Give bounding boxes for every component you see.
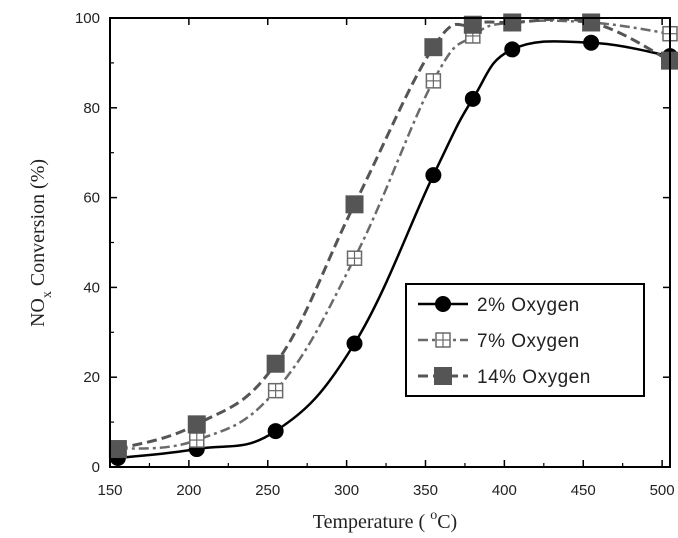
data-point-s2-0 bbox=[108, 440, 127, 459]
y-tick-label-20: 20 bbox=[83, 369, 100, 386]
x-tick-label-350: 350 bbox=[413, 482, 438, 499]
legend-label-14-oxygen: 14% Oxygen bbox=[477, 367, 591, 388]
data-point-s2-5 bbox=[463, 15, 482, 34]
data-point-s0-2 bbox=[267, 423, 284, 440]
legend-label-7-oxygen: 7% Oxygen bbox=[477, 331, 580, 352]
data-markers bbox=[108, 13, 678, 467]
y-axis-title: NOx Conversion (%) bbox=[27, 159, 55, 327]
data-point-s2-4 bbox=[424, 38, 443, 57]
data-point-s1-4 bbox=[425, 73, 442, 89]
series-line-2 bbox=[117, 17, 671, 451]
x-tick-label-500: 500 bbox=[650, 482, 675, 499]
legend-item-14-oxygen: 14% Oxygen bbox=[418, 367, 591, 388]
series-line-0 bbox=[117, 40, 671, 460]
x-tick-label-300: 300 bbox=[334, 482, 359, 499]
data-point-s2-6 bbox=[503, 13, 522, 32]
legend-marker-2-oxygen bbox=[435, 296, 451, 312]
y-tick-label-100: 100 bbox=[75, 10, 100, 27]
data-point-s2-3 bbox=[345, 195, 364, 214]
plot-area bbox=[117, 17, 671, 460]
data-point-s2-1 bbox=[187, 415, 206, 434]
y-tick-label-60: 60 bbox=[83, 190, 100, 207]
data-point-s0-4 bbox=[425, 167, 442, 184]
y-axis-title-end: Conversion (%) bbox=[27, 159, 49, 291]
x-tick-label-150: 150 bbox=[97, 482, 122, 499]
y-tick-label-80: 80 bbox=[83, 100, 100, 117]
legend-item-7-oxygen: 7% Oxygen bbox=[418, 331, 580, 352]
plot-frame bbox=[109, 17, 671, 468]
legend-item-2-oxygen: 2% Oxygen bbox=[418, 295, 580, 316]
legend-label-2-oxygen: 2% Oxygen bbox=[477, 295, 580, 316]
legend: 2% Oxygen 7% Oxygen 14% Oxygen bbox=[405, 283, 645, 397]
x-axis-title: Temperature ( oC) bbox=[313, 508, 457, 533]
y-tick-label-40: 40 bbox=[83, 279, 100, 296]
data-point-s1-2 bbox=[267, 382, 284, 399]
x-tick-label-250: 250 bbox=[255, 482, 280, 499]
x-tick-label-400: 400 bbox=[492, 482, 517, 499]
series-line-1 bbox=[117, 19, 671, 451]
x-axis-title-main: Temperature ( bbox=[313, 511, 430, 533]
data-point-s0-7 bbox=[583, 34, 600, 51]
data-point-s0-6 bbox=[504, 41, 521, 58]
legend-marker-14-oxygen bbox=[434, 367, 452, 385]
data-point-s2-2 bbox=[266, 354, 285, 373]
y-tick-label-0: 0 bbox=[92, 459, 100, 476]
x-tick-label-200: 200 bbox=[176, 482, 201, 499]
data-point-s0-3 bbox=[346, 335, 363, 352]
axes: 150 200 250 300 350 400 450 500 0 20 40 60 80 100 bbox=[75, 10, 675, 499]
data-point-s1-3 bbox=[346, 250, 363, 266]
y-axis-title-subscript: x bbox=[40, 291, 55, 298]
x-tick-label-450: 450 bbox=[571, 482, 596, 499]
y-axis-title-main: NO bbox=[27, 298, 49, 327]
data-point-s2-7 bbox=[582, 13, 601, 32]
x-axis-title-end: C) bbox=[437, 511, 457, 533]
data-point-s0-5 bbox=[464, 90, 481, 107]
legend-marker-7-oxygen bbox=[435, 332, 451, 348]
data-point-s1-1 bbox=[189, 432, 205, 448]
x-axis-title-superscript: o bbox=[430, 508, 437, 523]
